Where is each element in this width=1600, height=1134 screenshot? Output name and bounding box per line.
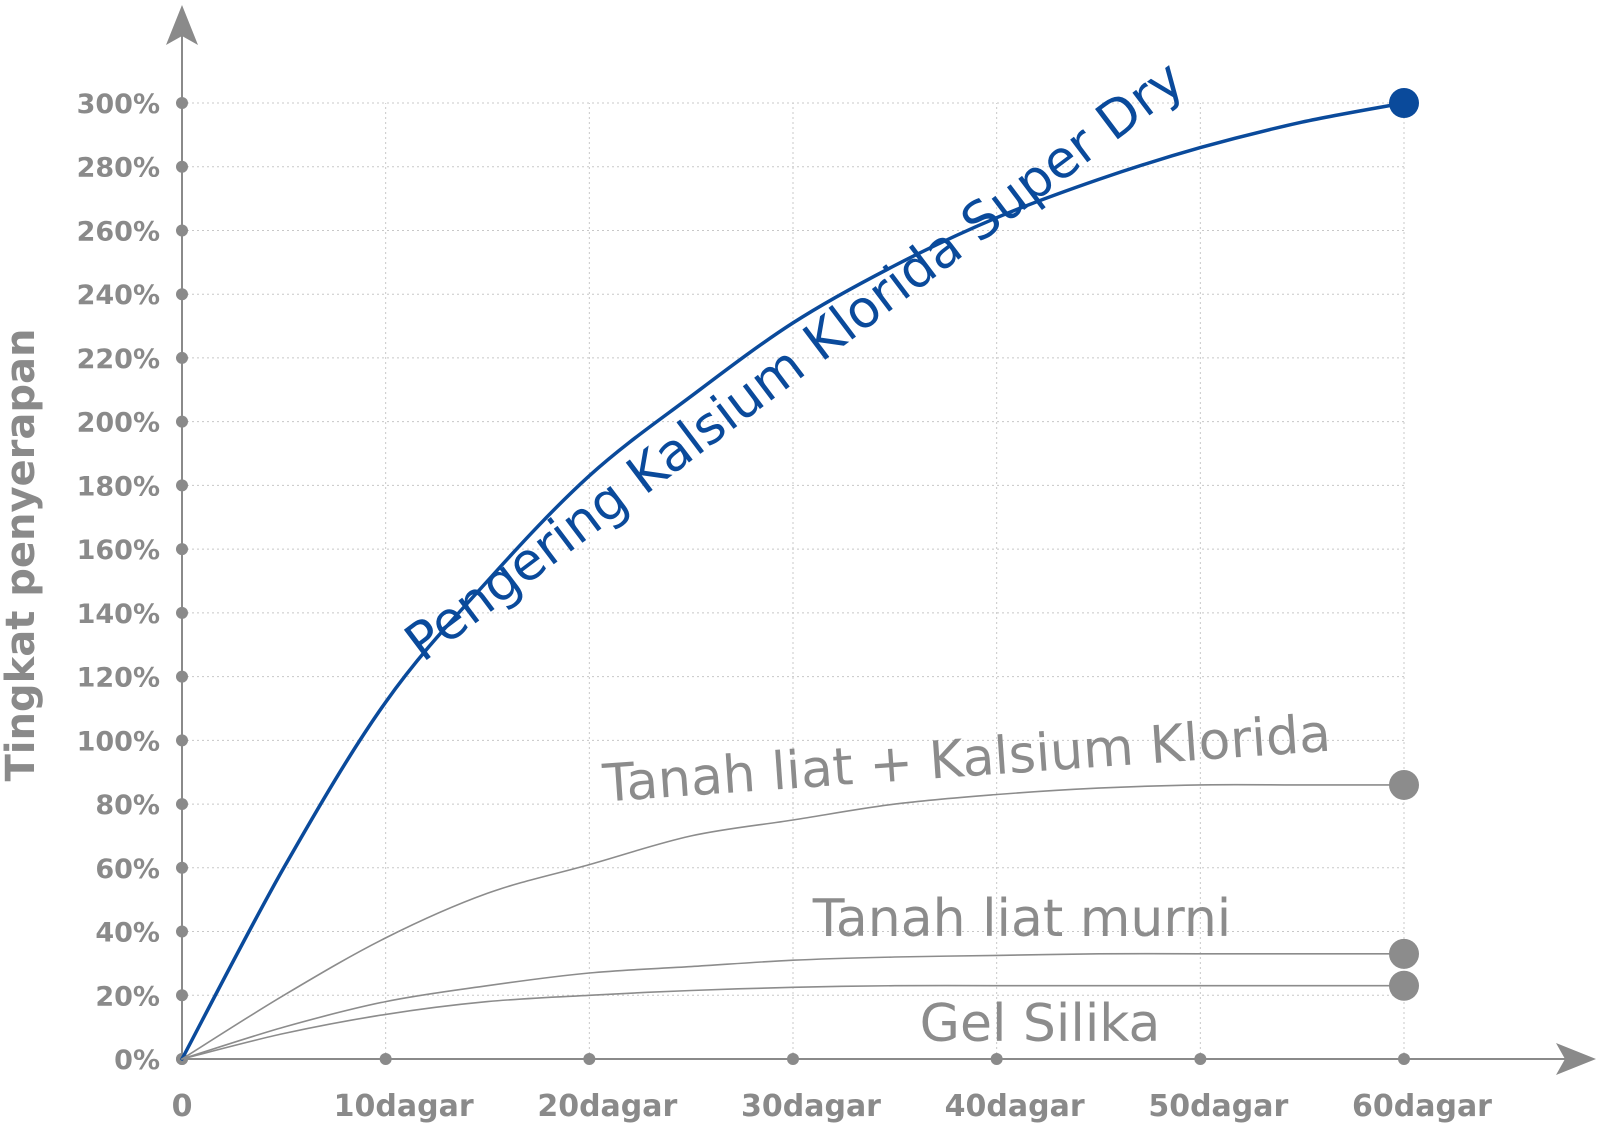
series-end-dot-clay-calcium-chloride	[1389, 769, 1419, 800]
x-tick-label: 30dagar	[741, 1089, 881, 1124]
series-end-dot-pure-clay	[1389, 938, 1419, 969]
y-tick-label: 0%	[114, 1045, 160, 1076]
y-tick-label: 160%	[77, 535, 160, 566]
series-label-clay-calcium-chloride: Tanah liat + Kalsium Klorida	[600, 704, 1333, 815]
y-tick-dot	[176, 288, 188, 301]
series-line-super-dry	[180, 101, 1406, 1061]
series-end-dot-silica-gel	[1389, 970, 1419, 1001]
series-line-silica-gel	[181, 984, 1405, 1060]
y-tick-dot	[176, 160, 188, 173]
x-tick-label: 60dagar	[1352, 1089, 1492, 1124]
x-tick-label: 0	[172, 1089, 193, 1124]
series-lines	[180, 88, 1419, 1061]
y-tick-label: 200%	[77, 408, 160, 439]
x-tick-dot	[1398, 1053, 1410, 1065]
y-tick-dot	[176, 415, 188, 428]
series-end-dot-super-dry	[1389, 88, 1419, 118]
x-axis-arrow-icon	[1556, 1043, 1596, 1075]
y-axis-label: Tingkat penyerapan	[0, 328, 44, 781]
series-line-clay-calcium-chloride	[181, 783, 1405, 1060]
x-tick-label: 20dagar	[537, 1089, 677, 1124]
ticks: 0% 20% 40% 60% 80% 100% 120% 140% 160% 180% 200% 22…	[77, 89, 1493, 1124]
y-tick-label: 40%	[95, 918, 160, 949]
y-tick-label: 20%	[95, 981, 160, 1012]
y-tick-dot	[176, 734, 188, 747]
grid	[182, 102, 1405, 1059]
y-tick-dot	[176, 97, 188, 109]
y-tick-dot	[176, 543, 188, 556]
y-tick-dot	[176, 989, 188, 1002]
y-tick-label: 280%	[77, 153, 160, 184]
y-tick-label: 300%	[77, 89, 160, 120]
series-label-silica-gel: Gel Silika	[920, 994, 1161, 1054]
x-tick-dot	[583, 1053, 596, 1065]
x-tick-label: 10dagar	[334, 1089, 474, 1124]
y-tick-dot	[176, 606, 188, 619]
y-tick-label: 220%	[77, 344, 160, 375]
y-tick-label: 80%	[95, 790, 160, 821]
y-tick-dot	[176, 479, 188, 492]
series-label-pure-clay: Tanah liat murni	[812, 889, 1232, 949]
y-tick-label: 180%	[77, 471, 160, 502]
y-axis-arrow-icon	[166, 5, 198, 45]
y-tick-dot	[176, 861, 188, 874]
series-line-pure-clay	[181, 952, 1405, 1060]
y-tick-label: 60%	[95, 854, 160, 885]
y-tick-dot	[176, 798, 188, 811]
y-tick-label: 260%	[77, 216, 160, 247]
x-tick-label: 40dagar	[945, 1089, 1085, 1124]
y-tick-label: 120%	[77, 663, 160, 694]
y-tick-dot	[176, 925, 188, 938]
y-tick-label: 140%	[77, 599, 160, 630]
y-tick-dot	[176, 351, 188, 364]
y-tick-dot	[176, 224, 188, 237]
y-tick-dot	[176, 670, 188, 683]
x-tick-label: 50dagar	[1148, 1089, 1288, 1124]
y-tick-label: 240%	[77, 280, 160, 311]
x-tick-dot	[1194, 1053, 1207, 1065]
x-tick-dot	[787, 1053, 799, 1065]
x-tick-dot	[990, 1053, 1003, 1065]
series-label-super-dry: Pengering Kalsium Klorida Super Dry	[394, 49, 1195, 673]
series-labels: Pengering Kalsium Klorida Super Dry Tana…	[394, 49, 1332, 1054]
x-tick-dot	[379, 1053, 392, 1065]
y-tick-label: 100%	[77, 726, 160, 757]
